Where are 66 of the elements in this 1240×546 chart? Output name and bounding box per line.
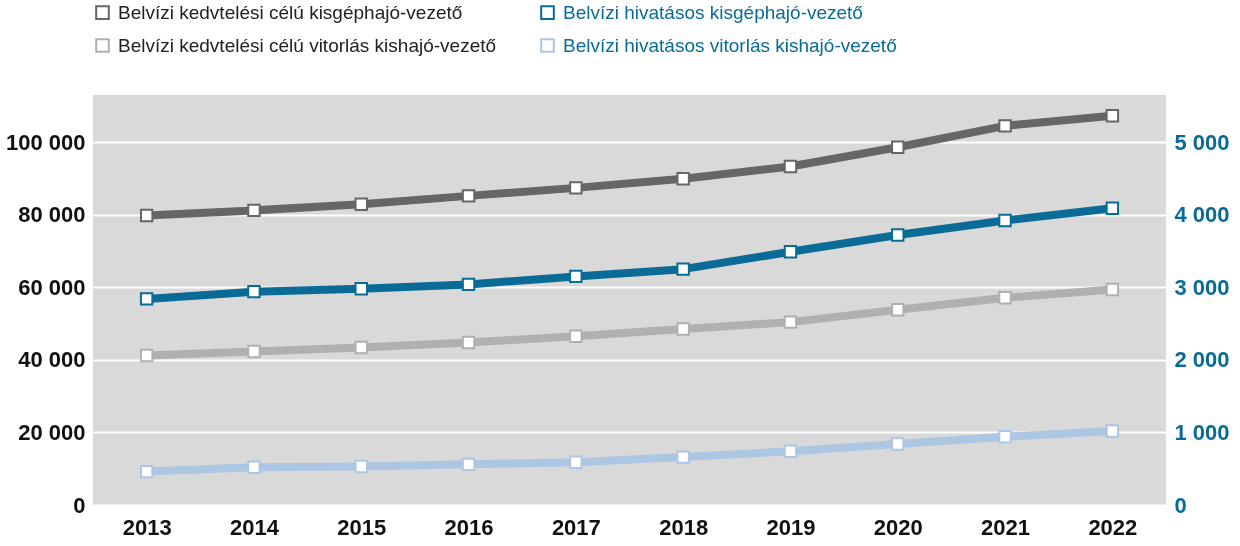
point — [676, 262, 690, 276]
point — [569, 329, 583, 343]
point — [461, 335, 476, 350]
point — [783, 444, 798, 458]
point — [569, 181, 583, 195]
point — [461, 457, 476, 472]
y-tick-label: 60 000 — [18, 274, 86, 300]
point — [354, 459, 368, 474]
y-tick-label: 80 000 — [18, 202, 86, 228]
y-tick-label: 0 — [73, 492, 86, 518]
x-tick-label: 2016 — [444, 514, 494, 540]
x-tick-label: 2014 — [229, 514, 280, 540]
point — [891, 437, 905, 451]
point — [891, 303, 905, 317]
x-tick-label: 2020 — [873, 514, 923, 540]
point — [139, 348, 154, 363]
point — [354, 340, 368, 355]
point — [676, 172, 690, 186]
y2-tick-label: 3 000 — [1174, 274, 1230, 300]
point — [461, 189, 476, 203]
point — [139, 292, 154, 306]
y-tick-label: 100 000 — [5, 129, 86, 155]
point — [461, 277, 476, 292]
point — [998, 119, 1012, 133]
y-tick-label: 20 000 — [18, 419, 86, 445]
point — [247, 203, 261, 218]
point — [1105, 108, 1120, 123]
x-tick-label: 2022 — [1088, 514, 1138, 540]
point — [998, 291, 1012, 305]
legend-label: Belvízi hivatásos vitorlás kishajó-vezető — [563, 34, 897, 56]
point — [139, 208, 154, 223]
legend-label: Belvízi kedvtelési célú vitorlás kishajó-vezető — [118, 34, 497, 56]
legend-label: Belvízi kedvtelési célú kisgéphajó-vezető — [118, 1, 463, 23]
point — [247, 460, 261, 474]
y2-tick-label: 2 000 — [1174, 347, 1230, 373]
point — [569, 269, 583, 284]
point — [891, 140, 905, 154]
point — [1105, 201, 1120, 215]
x-tick-label: 2019 — [766, 514, 816, 540]
x-tick-label: 2018 — [659, 514, 709, 540]
x-tick-label: 2013 — [122, 514, 172, 540]
x-tick-label: 2017 — [551, 514, 601, 540]
point — [139, 464, 154, 479]
point — [891, 228, 905, 242]
point — [569, 455, 583, 469]
point — [676, 450, 690, 464]
legend-label: Belvízi hivatásos kisgéphajó-vezető — [563, 1, 863, 23]
point — [354, 282, 368, 296]
point — [783, 245, 798, 259]
x-tick-label: 2021 — [981, 514, 1031, 540]
point — [676, 322, 690, 336]
point — [247, 284, 261, 299]
y2-tick-label: 1 000 — [1174, 419, 1230, 445]
y2-tick-label: 5 000 — [1174, 129, 1230, 155]
x-tick-label: 2015 — [337, 514, 387, 540]
y2-tick-label: 4 000 — [1174, 202, 1230, 228]
point — [998, 213, 1012, 228]
y2-tick-label: 0 — [1174, 492, 1187, 518]
point — [247, 344, 261, 359]
y-tick-label: 40 000 — [18, 347, 86, 373]
point — [354, 197, 368, 211]
point — [783, 315, 798, 329]
point — [783, 159, 798, 174]
point — [998, 430, 1012, 444]
point — [1105, 282, 1120, 297]
point — [1105, 424, 1120, 438]
